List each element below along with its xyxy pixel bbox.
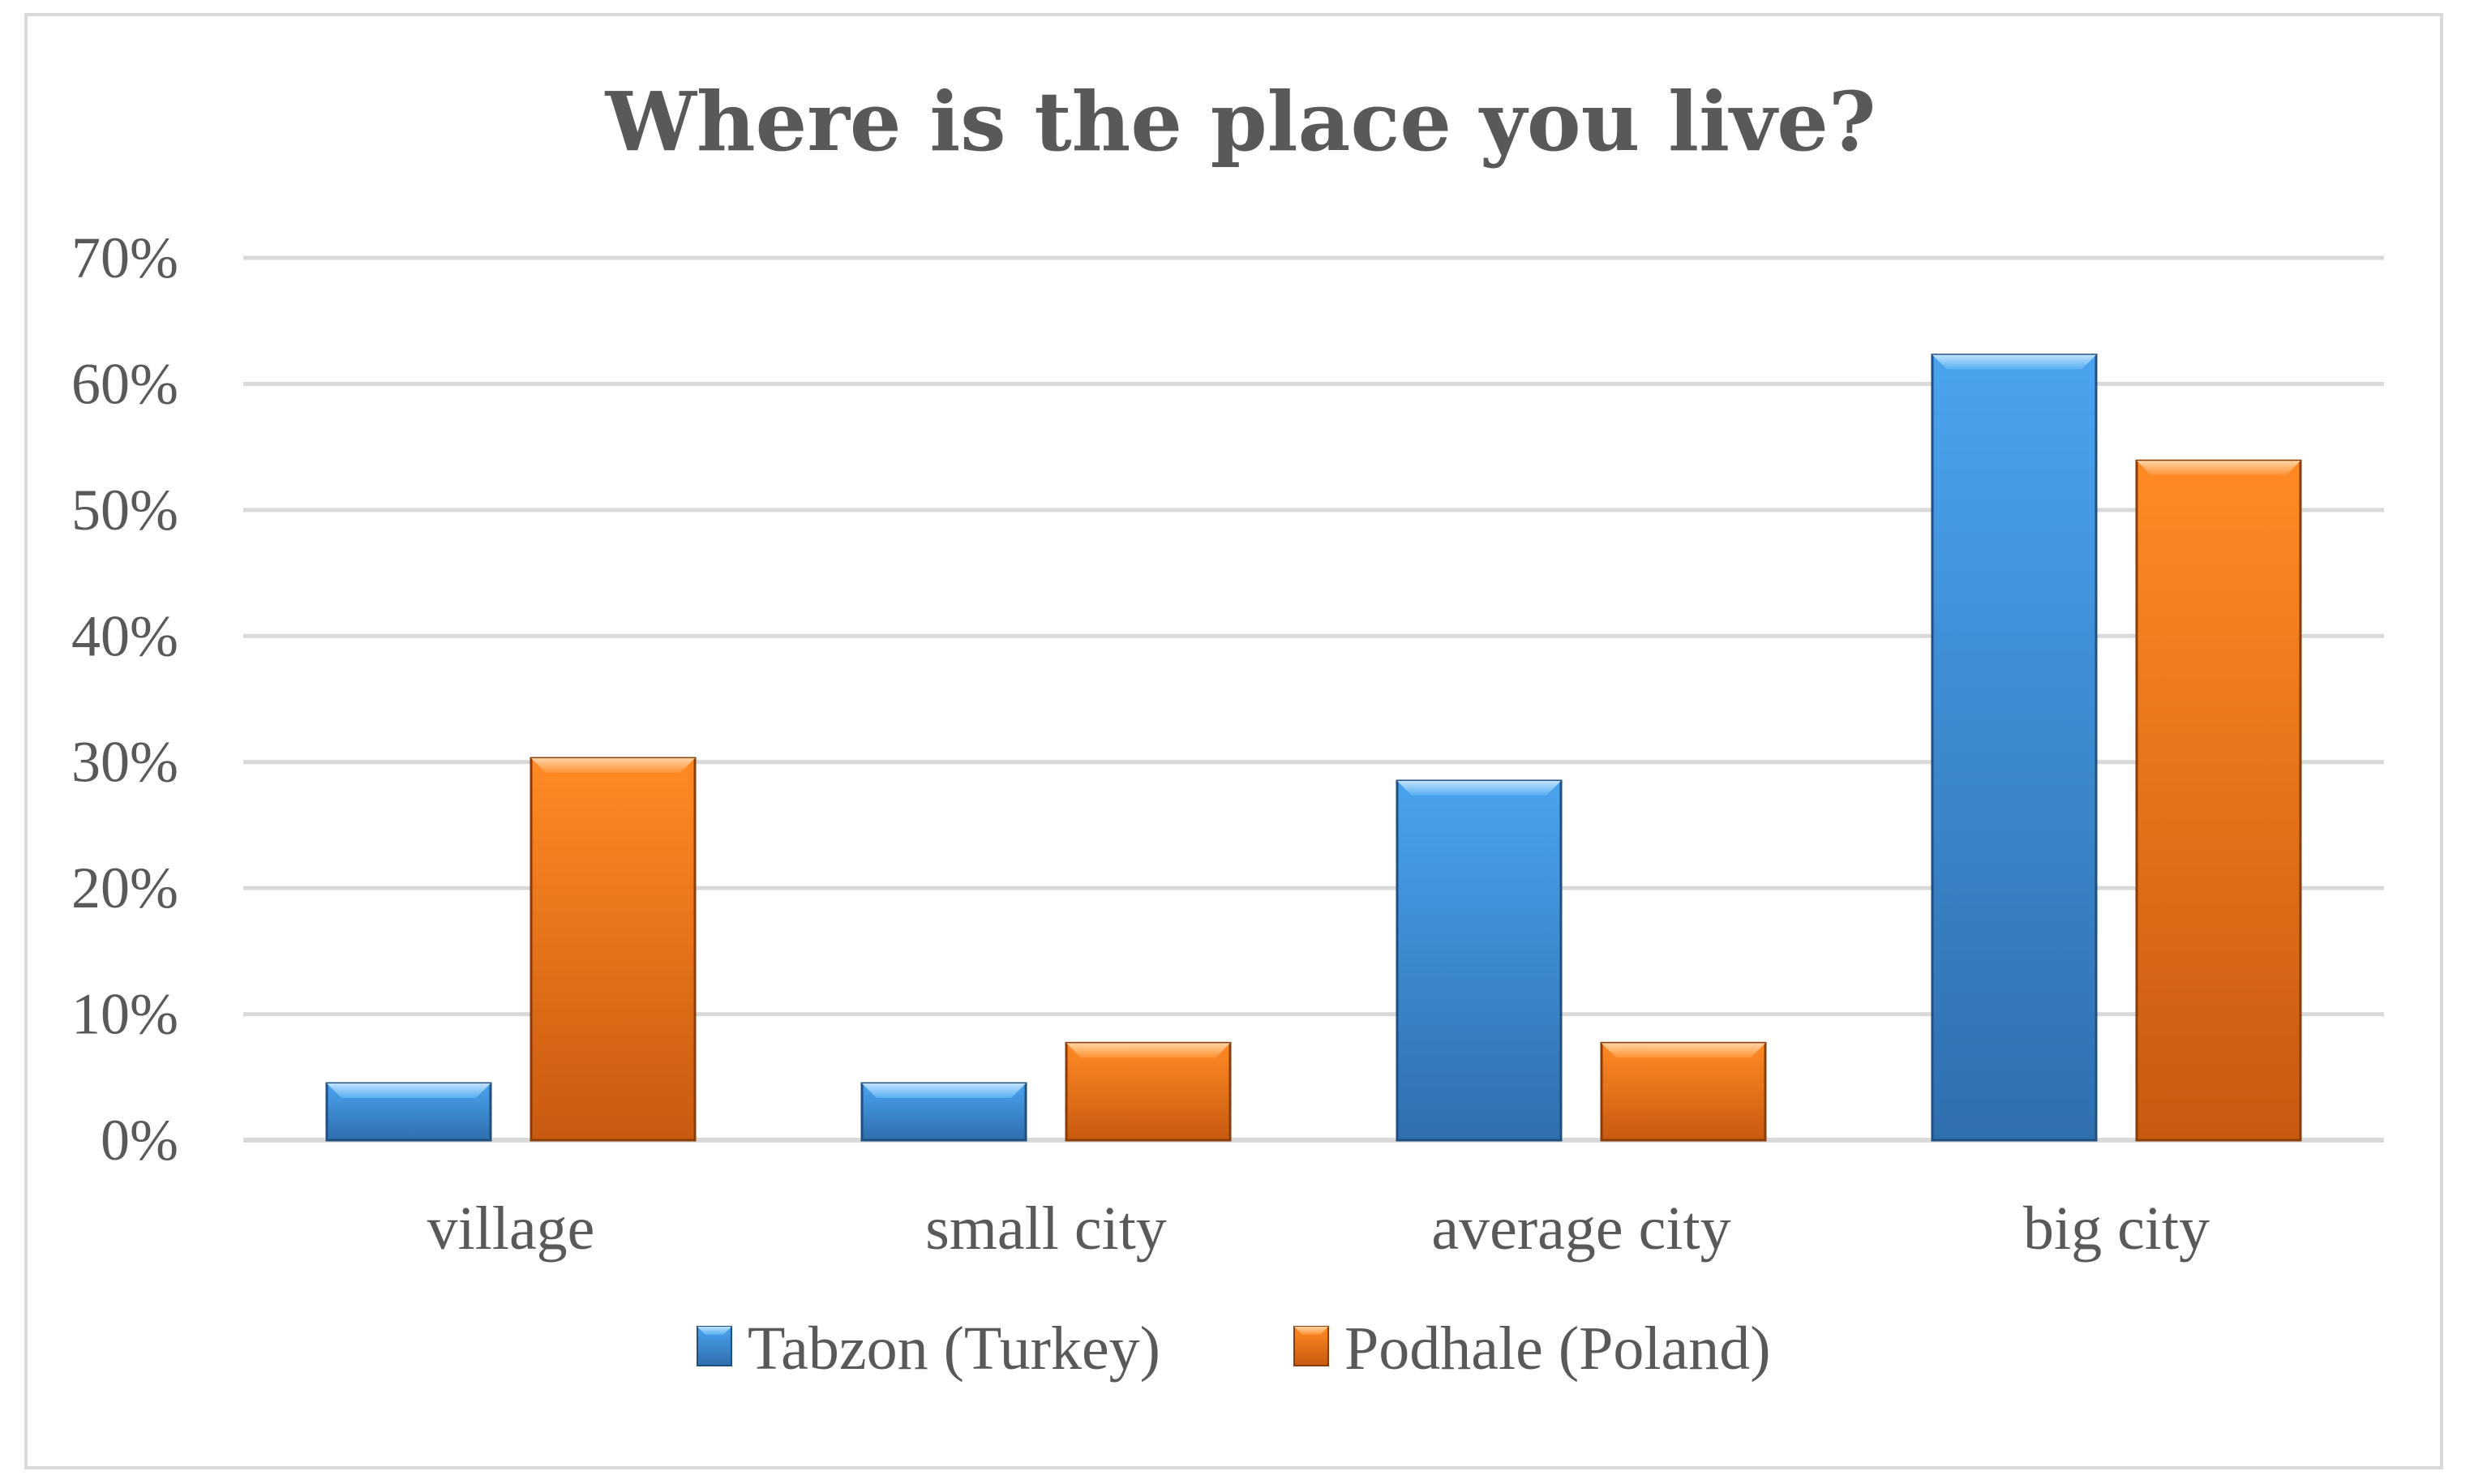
bar-bevel (862, 1083, 1026, 1099)
bar-body (530, 757, 697, 1142)
bar-bevel (327, 1083, 491, 1099)
legend-swatch-bevel (697, 1327, 731, 1335)
bar-body (2135, 459, 2302, 1142)
y-tick-label: 10% (71, 982, 178, 1047)
bar (1396, 779, 1563, 1142)
y-tick-label: 40% (71, 603, 178, 668)
y-tick-label: 30% (71, 730, 178, 795)
x-tick-label: average city (1431, 1194, 1730, 1263)
y-tick-label: 0% (101, 1108, 178, 1173)
y-tick-label: 60% (71, 351, 178, 416)
legend-swatch-bevel (1294, 1327, 1328, 1335)
bar-bevel (1066, 1043, 1230, 1058)
bar-bevel (531, 758, 695, 774)
bar (1065, 1041, 1232, 1142)
bar-body (1931, 354, 2098, 1142)
bar (1931, 354, 2098, 1142)
y-tick-label: 70% (71, 225, 178, 290)
y-axis-ticks: 0% 10% 20% 30% 40% 50% 60% 70% (71, 225, 178, 1173)
bar (860, 1082, 1027, 1142)
bar (2135, 459, 2302, 1142)
legend-item: Tabzon (Turkey) (697, 1315, 1160, 1383)
x-tick-label: village (427, 1194, 595, 1263)
legend-label: Podhale (Poland) (1344, 1315, 1771, 1383)
legend-item: Podhale (Poland) (1293, 1315, 1771, 1383)
bar (325, 1082, 492, 1142)
chart-title: Where is the place you live? (605, 74, 1876, 169)
x-tick-label: big city (2023, 1194, 2210, 1263)
bar-bevel (1397, 781, 1561, 796)
bar-body (1065, 1041, 1232, 1142)
bar-body (1396, 779, 1563, 1142)
bar-bevel (2137, 461, 2300, 476)
bar-bevel (1601, 1043, 1765, 1058)
bars (325, 354, 2302, 1142)
y-tick-label: 50% (71, 478, 178, 543)
bar (530, 757, 697, 1142)
x-axis-labels: village small city average city big city (427, 1194, 2210, 1263)
legend: Tabzon (Turkey) Podhale (Poland) (697, 1315, 1771, 1383)
bar (1600, 1041, 1767, 1142)
y-tick-label: 20% (71, 856, 178, 920)
x-tick-label: small city (925, 1194, 1167, 1263)
legend-label: Tabzon (Turkey) (748, 1315, 1160, 1383)
legend-swatch (697, 1326, 732, 1366)
bar-bevel (1932, 354, 2096, 370)
